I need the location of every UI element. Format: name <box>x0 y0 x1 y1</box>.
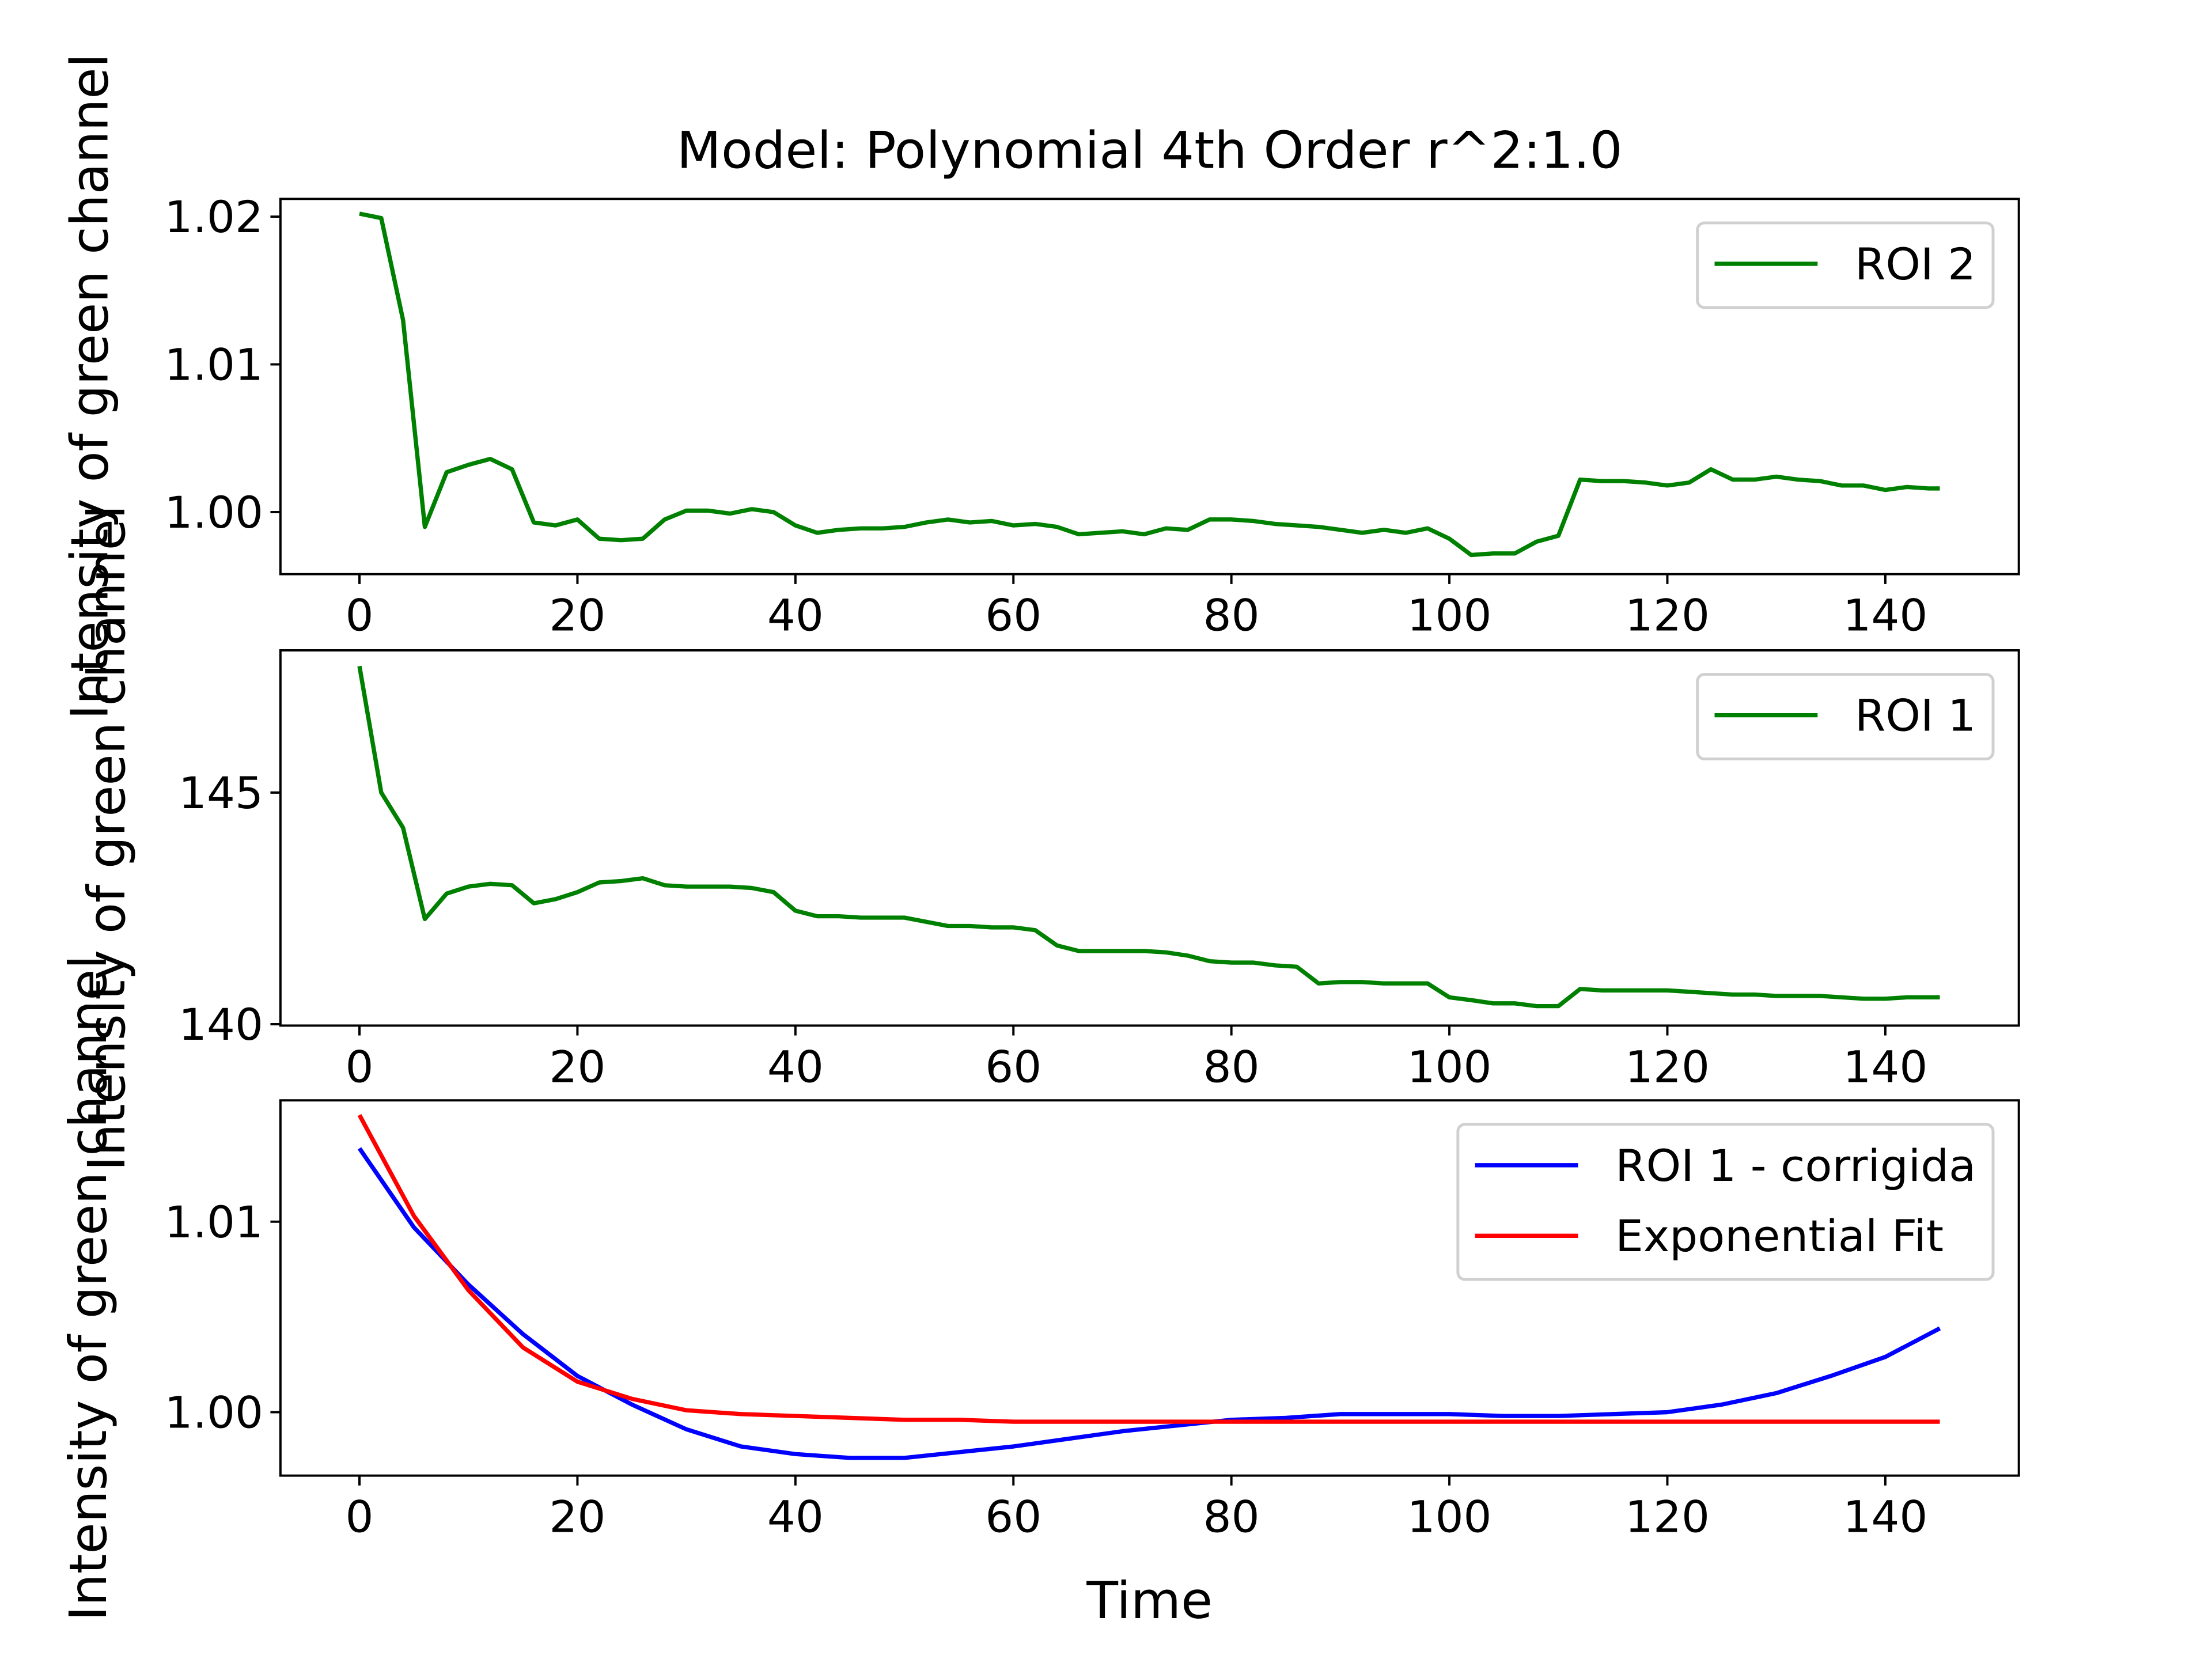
x-tick-label: 40 <box>767 590 824 641</box>
x-tick-label: 140 <box>1843 590 1927 641</box>
x-tick-label: 140 <box>1843 1042 1927 1093</box>
y-tick-label: 1.02 <box>165 192 263 243</box>
series-line <box>357 1113 1940 1424</box>
legend-label: ROI 2 <box>1855 239 1976 290</box>
y-tick-label: 140 <box>179 999 263 1050</box>
x-tick-label: 0 <box>346 590 374 641</box>
x-tick-label: 60 <box>985 1042 1041 1093</box>
y-axis-label: Intensity of green channel <box>60 54 120 719</box>
x-tick-label: 0 <box>346 1492 374 1543</box>
y-axis-label: Intensity of green channel <box>58 955 118 1621</box>
y-tick-label: 1.00 <box>165 1388 263 1438</box>
x-tick-label: 140 <box>1843 1492 1927 1543</box>
x-tick-label: 100 <box>1407 590 1492 641</box>
legend-label: ROI 1 <box>1855 691 1976 741</box>
x-tick-label: 120 <box>1625 1492 1710 1543</box>
x-tick-label: 100 <box>1407 1042 1492 1093</box>
y-axis-label: Intensity of green channel <box>77 505 137 1171</box>
series-line <box>357 665 1940 1009</box>
legend-box <box>1696 673 1995 760</box>
series-line <box>359 211 1940 558</box>
y-tick-label: 1.01 <box>165 340 263 391</box>
series-line <box>357 1147 1941 1460</box>
x-tick-label: 100 <box>1407 1492 1492 1543</box>
x-tick-label: 120 <box>1625 590 1710 641</box>
x-tick-label: 20 <box>549 590 605 641</box>
legend-box <box>1456 1123 1995 1281</box>
legend-label: Exponential Fit <box>1615 1211 1944 1262</box>
x-tick-label: 80 <box>1203 1492 1260 1543</box>
x-tick-label: 20 <box>549 1492 605 1543</box>
axes-frame <box>279 1099 2020 1477</box>
legend-label: ROI 1 - corrigida <box>1615 1141 1976 1191</box>
x-axis-label: Time <box>1086 1571 1213 1630</box>
legend-box <box>1696 221 1995 309</box>
axes-frame <box>279 649 2020 1027</box>
y-tick-label: 1.01 <box>165 1197 263 1248</box>
y-tick-label: 1.00 <box>165 487 263 538</box>
x-tick-label: 0 <box>346 1042 374 1093</box>
x-tick-label: 60 <box>985 590 1041 641</box>
axes-frame <box>279 198 2020 575</box>
x-tick-label: 40 <box>767 1042 824 1093</box>
x-tick-label: 40 <box>767 1492 824 1543</box>
chart-title: Model: Polynomial 4th Order r^2:1.0 <box>677 121 1623 180</box>
x-tick-label: 120 <box>1625 1042 1710 1093</box>
y-tick-label: 145 <box>179 768 263 819</box>
x-tick-label: 80 <box>1203 590 1260 641</box>
x-tick-label: 60 <box>985 1492 1041 1543</box>
x-tick-label: 80 <box>1203 1042 1260 1093</box>
x-tick-label: 20 <box>549 1042 605 1093</box>
